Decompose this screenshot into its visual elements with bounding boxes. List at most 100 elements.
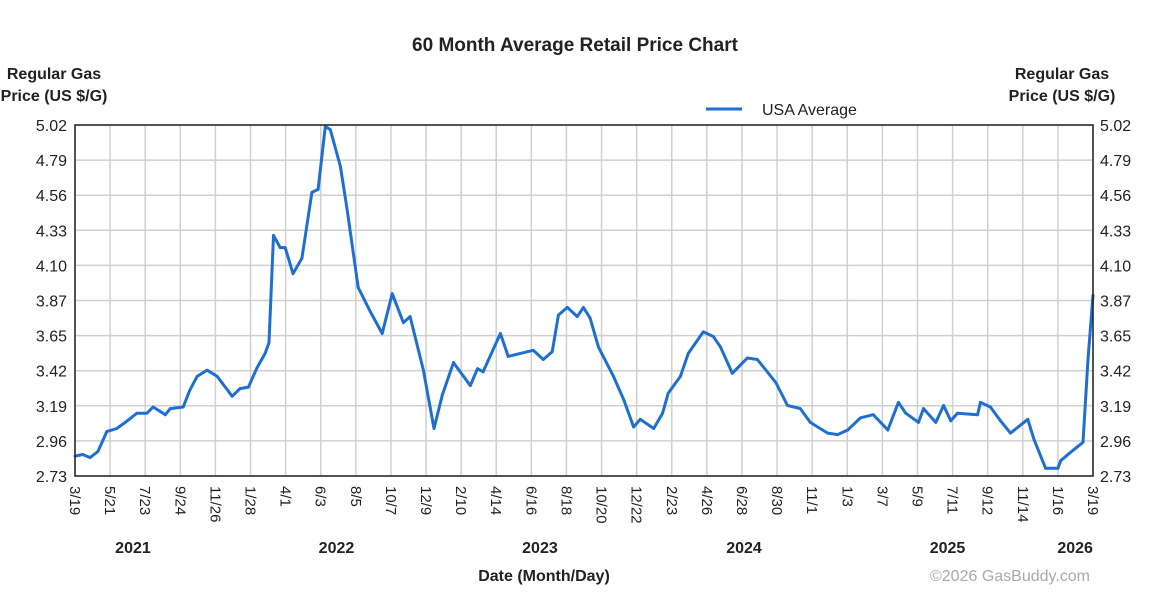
y-tick-label-left: 5.02	[36, 118, 67, 135]
data-point	[151, 405, 155, 409]
x-tick-label: 3/7	[873, 486, 890, 507]
data-point	[949, 419, 953, 423]
y-tick-label-right: 3.19	[1100, 399, 1131, 416]
data-point	[846, 428, 850, 432]
data-point	[96, 450, 100, 453]
data-point	[904, 411, 908, 415]
data-point	[230, 394, 234, 398]
data-point	[565, 305, 569, 309]
data-point	[597, 345, 600, 349]
year-label: 2024	[726, 540, 762, 557]
data-point	[1022, 420, 1026, 424]
y-tick-labels: 2.73 2.73 2.96 2.96 3.19 3.19 3.42 3.42 3.65 3.65…	[36, 118, 1131, 486]
right-axis-title-line2: Price (US $/G)	[1009, 88, 1116, 105]
data-point	[168, 407, 172, 410]
copyright-credit: ©2026 GasBuddy.com	[930, 568, 1090, 585]
data-point	[316, 187, 320, 191]
data-point	[115, 427, 119, 430]
x-tick-label: 6/3	[312, 486, 329, 507]
data-point	[105, 430, 109, 433]
data-point	[774, 381, 778, 384]
data-point	[582, 305, 585, 309]
y-tick-label-left: 3.65	[36, 329, 67, 346]
data-point	[1072, 448, 1075, 452]
x-tick-label: 11/1	[803, 486, 820, 514]
data-point	[978, 401, 982, 404]
x-tick-label: 2/10	[452, 486, 469, 515]
data-point	[701, 330, 705, 334]
x-tick-label: 1/3	[838, 486, 855, 507]
legend-label: USA Average	[762, 102, 857, 119]
year-label: 2022	[319, 540, 355, 557]
x-tick-label: 12/22	[628, 486, 645, 524]
y-tick-label-left: 2.73	[36, 469, 67, 486]
data-point	[345, 207, 349, 211]
y-tick-label-right: 5.02	[1100, 118, 1131, 135]
x-tick-label: 2/23	[663, 486, 680, 515]
y-tick-label-left: 4.33	[36, 223, 67, 240]
data-point	[283, 246, 287, 250]
data-point	[272, 233, 275, 237]
data-point	[145, 411, 149, 415]
x-tick-label: 10/20	[593, 486, 610, 524]
data-point	[989, 405, 992, 409]
data-point	[836, 433, 840, 437]
x-tick-label: 10/7	[382, 486, 399, 515]
x-tick-label: 4/14	[487, 486, 504, 515]
data-point	[808, 420, 812, 424]
data-point	[163, 413, 167, 417]
x-tick-label: 9/12	[979, 486, 996, 515]
series-line-usa-average	[74, 125, 1095, 470]
data-point	[755, 358, 759, 361]
data-point	[432, 427, 436, 430]
data-point	[612, 374, 615, 378]
plot-area-border	[74, 124, 1094, 477]
x-tick-label: 7/23	[136, 486, 153, 515]
y-tick-label-left: 2.96	[36, 434, 67, 451]
y-tick-label-right: 3.65	[1100, 329, 1131, 346]
y-tick-label-left: 4.56	[36, 188, 67, 205]
x-tick-label: 11/14	[1014, 486, 1031, 522]
data-point	[390, 292, 394, 296]
data-point	[556, 313, 560, 317]
data-point	[328, 128, 332, 131]
x-tick-label: 8/5	[347, 486, 364, 507]
x-tick-label: 8/30	[768, 486, 785, 515]
x-tick-label: 1/16	[1049, 486, 1066, 515]
data-point	[205, 368, 209, 372]
x-tick-label: 8/18	[557, 486, 574, 515]
data-point	[408, 315, 412, 318]
data-point	[291, 272, 295, 276]
y-tick-label-left: 4.10	[36, 258, 67, 275]
data-point	[369, 310, 372, 314]
year-label: 2021	[115, 540, 151, 557]
x-tick-label: 9/24	[171, 486, 188, 515]
data-point	[123, 420, 127, 424]
data-point	[440, 393, 444, 397]
data-point	[452, 361, 455, 364]
data-point	[531, 348, 535, 352]
x-tick-label: 1/28	[242, 486, 259, 515]
data-point	[506, 355, 510, 358]
data-point	[745, 356, 749, 360]
y-tick-label-right: 4.79	[1100, 153, 1131, 170]
data-point	[310, 191, 314, 194]
data-point	[1009, 431, 1012, 435]
left-axis-title-line1: Regular Gas	[7, 66, 101, 83]
data-point	[1081, 440, 1085, 444]
y-tick-label-right: 4.10	[1100, 258, 1131, 275]
x-tick-label: 5/21	[101, 486, 118, 515]
x-tick-label: 11/26	[206, 486, 223, 522]
data-point	[719, 345, 722, 349]
y-tick-label-left: 3.87	[36, 294, 67, 311]
year-label: 2025	[930, 540, 966, 557]
data-point	[897, 401, 900, 404]
data-point	[278, 246, 282, 250]
data-point	[917, 420, 920, 424]
x-tick-label: 6/16	[522, 486, 539, 515]
data-points	[73, 125, 1095, 470]
data-point	[666, 391, 670, 395]
data-point	[88, 456, 92, 460]
data-point	[622, 397, 625, 401]
chart-title: 60 Month Average Retail Price Chart	[412, 35, 739, 56]
